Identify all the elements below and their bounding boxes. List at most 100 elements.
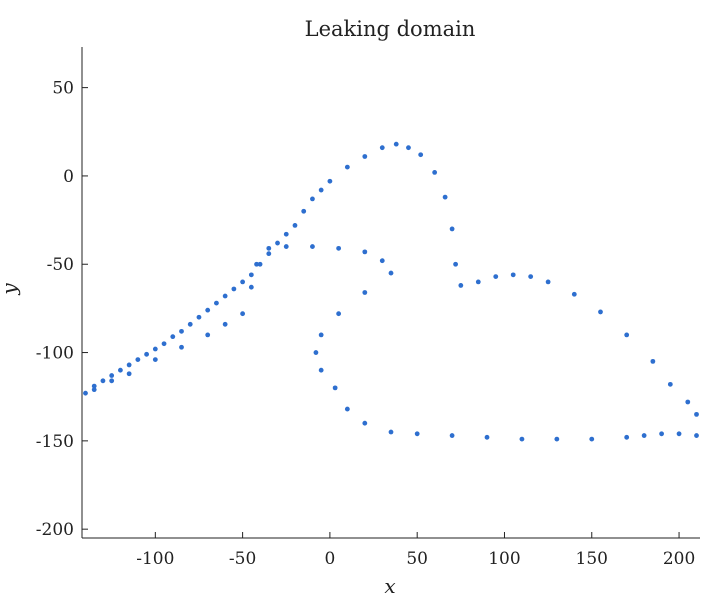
scatter-point [475, 279, 481, 285]
scatter-point [100, 378, 106, 384]
scatter-point [126, 362, 132, 368]
y-tick-label: -50 [47, 255, 74, 275]
y-tick-label: 0 [63, 167, 74, 187]
scatter-point [275, 240, 280, 246]
scatter-point [313, 350, 319, 355]
scatter-point [432, 169, 438, 175]
scatter-point [519, 436, 525, 442]
scatter-point [205, 307, 211, 313]
scatter-point [266, 251, 272, 257]
scatter-point [152, 357, 158, 363]
scatter-point [379, 145, 385, 151]
scatter-point [362, 249, 368, 255]
scatter-point [283, 244, 289, 249]
scatter-point [187, 321, 193, 327]
scatter-point [362, 420, 368, 426]
scatter-point [344, 164, 350, 170]
scatter-point [240, 311, 246, 317]
scatter-point [292, 222, 298, 228]
x-ticks: -100 -50 0 50 100 150 200 [136, 532, 695, 569]
scatter-point [336, 245, 342, 251]
scatter-point [257, 261, 263, 267]
scatter-point [222, 293, 228, 299]
scatter-point [449, 226, 455, 232]
scatter-point [554, 436, 560, 442]
scatter-point [449, 433, 455, 438]
scatter-point [388, 270, 394, 276]
scatter-points [83, 141, 699, 442]
scatter-point [109, 373, 115, 378]
scatter-point [196, 314, 202, 320]
scatter-point [393, 141, 399, 147]
scatter-point [318, 332, 324, 338]
scatter-point [126, 371, 132, 377]
scatter-point [161, 341, 167, 347]
scatter-point [205, 332, 211, 338]
scatter-point [310, 196, 315, 202]
scatter-point [624, 332, 630, 338]
scatter-point [598, 309, 603, 315]
x-axis-label: x [384, 574, 395, 598]
y-tick-label: 50 [52, 79, 74, 99]
scatter-point [91, 387, 97, 393]
scatter-point [266, 245, 272, 251]
y-tick-label: -150 [36, 432, 74, 452]
scatter-point [685, 399, 691, 405]
scatter-point [667, 381, 673, 387]
scatter-point [528, 274, 534, 280]
scatter-point [659, 431, 664, 437]
scatter-point [214, 300, 219, 306]
x-tick-label: -50 [229, 549, 256, 569]
scatter-point [332, 385, 338, 391]
scatter-point [641, 433, 647, 438]
scatter-point [118, 367, 123, 373]
x-tick-label: 100 [488, 549, 520, 569]
scatter-point [318, 187, 324, 193]
scatter-point [318, 367, 324, 373]
scatter-point [388, 429, 394, 435]
scatter-point [484, 434, 490, 440]
scatter-point [301, 208, 307, 214]
scatter-point [231, 286, 237, 292]
scatter-point [458, 283, 464, 288]
scatter-point [283, 231, 289, 237]
scatter-point [336, 311, 342, 317]
x-tick-label: 200 [663, 549, 695, 569]
scatter-point [418, 152, 424, 158]
scatter-point [248, 284, 254, 290]
scatter-point [248, 272, 254, 278]
y-tick-label: -100 [36, 344, 74, 364]
scatter-point [327, 178, 333, 184]
scatter-point [179, 344, 184, 350]
scatter-point [694, 411, 699, 417]
scatter-point [379, 258, 385, 264]
x-tick-label: -100 [136, 549, 174, 569]
scatter-point [589, 436, 595, 442]
scatter-point [170, 334, 176, 340]
x-tick-label: 0 [324, 549, 335, 569]
scatter-point [493, 274, 499, 280]
scatter-point [135, 357, 141, 363]
scatter-point [254, 261, 259, 267]
scatter-point [453, 261, 458, 267]
scatter-point [310, 244, 315, 249]
scatter-point [414, 431, 420, 437]
scatter-point [144, 351, 149, 357]
chart-title: Leaking domain [305, 17, 476, 41]
scatter-point [344, 406, 350, 412]
x-tick-label: 150 [576, 549, 608, 569]
scatter-point [650, 358, 656, 364]
scatter-point [442, 194, 448, 200]
y-axis-label: y [0, 283, 21, 296]
scatter-point [222, 321, 228, 327]
y-tick-label: -200 [36, 520, 74, 540]
scatter-point [83, 390, 88, 396]
scatter-point [240, 279, 246, 285]
scatter-point [545, 279, 551, 285]
scatter-point [624, 434, 630, 440]
scatter-point [109, 378, 115, 384]
scatter-point [91, 383, 97, 389]
scatter-point [571, 291, 577, 297]
scatter-point [179, 328, 184, 334]
